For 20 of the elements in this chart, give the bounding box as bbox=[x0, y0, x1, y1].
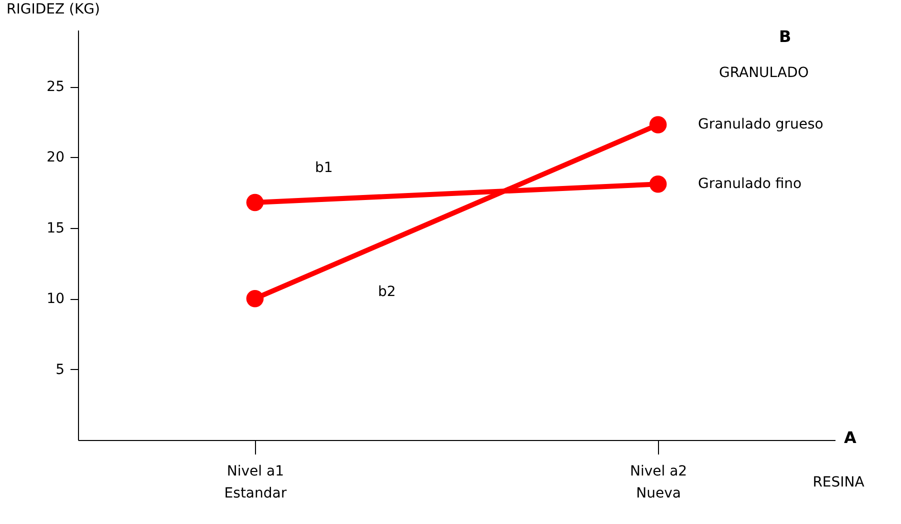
text: Granulado fino bbox=[698, 176, 802, 192]
y-axis-title: RIGIDEZ (KG) bbox=[6, 2, 100, 18]
x-axis-title: RESINA bbox=[812, 474, 865, 490]
y-tick-label: 25 bbox=[46, 79, 64, 96]
annotation: b1 bbox=[315, 160, 333, 176]
x-tick-label: Nivel a2 Nueva bbox=[630, 464, 688, 502]
annotation: b2 bbox=[378, 284, 396, 300]
x-tick-label: Nivel a1 Estandar bbox=[224, 464, 287, 502]
point bbox=[246, 290, 264, 308]
annotation: B bbox=[779, 27, 792, 46]
y-tick-label: 5 bbox=[56, 362, 64, 378]
y-tick-label: 10 bbox=[46, 291, 64, 308]
y-tick-label: 15 bbox=[46, 220, 64, 236]
text: Granulado grueso bbox=[698, 116, 824, 133]
legend-title: GRANULADO bbox=[719, 65, 809, 81]
point bbox=[649, 175, 667, 193]
text: A bbox=[844, 428, 857, 447]
point bbox=[649, 116, 667, 134]
y-tick-label: 20 bbox=[46, 150, 64, 166]
point bbox=[246, 194, 264, 212]
